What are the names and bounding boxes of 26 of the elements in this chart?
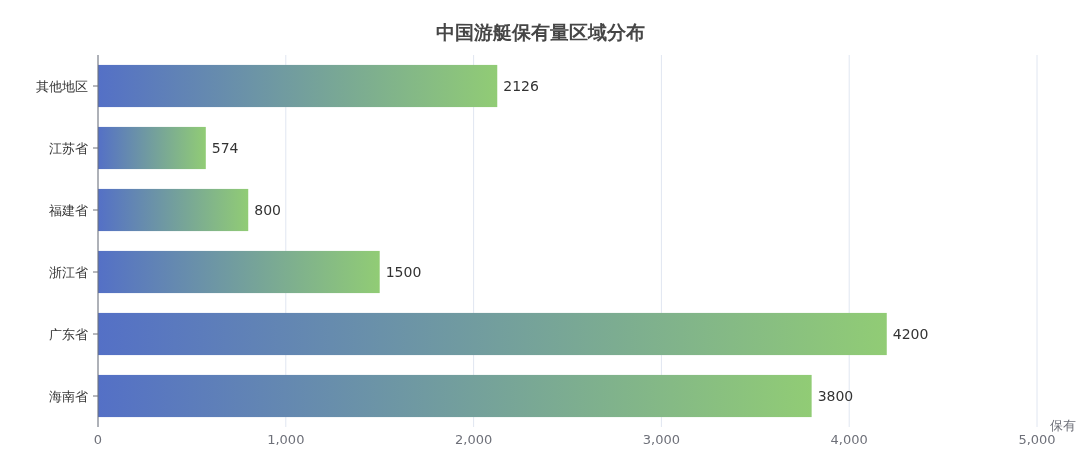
x-axis-title: 保有 — [1050, 418, 1076, 433]
x-tick-label: 0 — [93, 432, 103, 447]
bar — [98, 126, 206, 170]
y-tick-label: 福建省 — [49, 202, 88, 218]
x-tick-label: 4,000 — [830, 432, 868, 447]
data-label: 2126 — [503, 78, 539, 94]
data-label: 1500 — [385, 264, 422, 280]
y-tick-label: 海南省 — [49, 388, 88, 404]
y-tick-label: 广东省 — [49, 326, 88, 342]
chart-title: 中国游艇保有量区域分布 — [435, 21, 645, 43]
y-tick-label: 其他地区 — [36, 78, 88, 94]
x-tick-label: 5,000 — [1018, 432, 1056, 447]
x-tick-label: 3,000 — [642, 432, 681, 447]
data-label: 800 — [254, 202, 281, 218]
data-label: 4200 — [892, 326, 929, 342]
y-tick-label: 江苏省 — [49, 140, 88, 156]
bar — [98, 312, 887, 356]
data-label: 3800 — [817, 388, 854, 404]
y-tick-label: 浙江省 — [49, 264, 88, 280]
x-tick-label: 2,000 — [454, 432, 493, 447]
bar — [98, 250, 380, 294]
data-label: 574 — [211, 140, 239, 156]
bar — [98, 374, 812, 418]
x-tick-label: 1,000 — [267, 432, 305, 447]
bar — [98, 64, 498, 108]
bar — [98, 188, 249, 232]
